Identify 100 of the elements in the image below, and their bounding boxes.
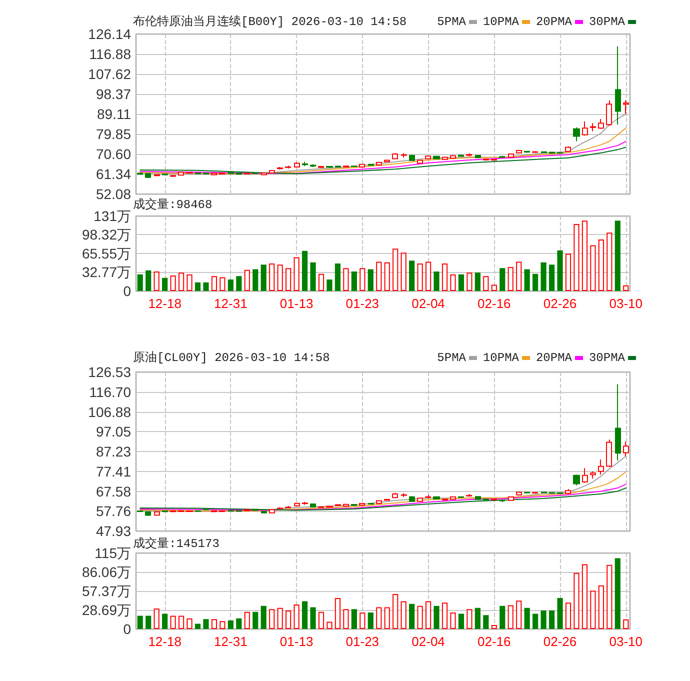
candlestick — [335, 504, 341, 506]
candlestick — [475, 496, 481, 500]
bar — [269, 609, 275, 629]
bar — [548, 264, 555, 291]
bar — [228, 620, 234, 629]
candlestick — [573, 474, 580, 486]
bar — [425, 262, 432, 291]
candlestick — [458, 496, 464, 498]
y-tick-label: 126.53 — [88, 364, 132, 380]
bar — [146, 616, 152, 629]
legend-label: 30PMA — [588, 351, 626, 365]
legend-label: 10PMA — [482, 351, 520, 365]
candlestick — [170, 174, 176, 178]
bar — [269, 264, 275, 291]
candlestick — [433, 496, 440, 500]
bar — [351, 609, 357, 629]
bar — [178, 616, 184, 629]
candlestick — [606, 439, 612, 468]
candlestick — [310, 164, 316, 168]
candlestick — [516, 491, 522, 496]
bar — [368, 612, 374, 629]
bar — [532, 614, 538, 629]
bar — [162, 614, 168, 629]
bar — [474, 272, 480, 291]
bar — [228, 280, 234, 291]
bar — [614, 558, 620, 629]
bar — [450, 274, 456, 291]
bar — [252, 612, 258, 629]
bar — [524, 608, 530, 629]
bar — [334, 598, 341, 629]
candlestick — [582, 468, 588, 484]
candlestick — [285, 505, 291, 509]
y-tick-label: 86.06万 — [82, 564, 131, 580]
bar — [186, 618, 192, 629]
candlestick — [483, 498, 489, 501]
candlestick — [228, 172, 234, 174]
candlestick — [137, 172, 143, 175]
candlestick — [343, 503, 349, 508]
bar — [310, 607, 316, 629]
bar — [491, 625, 497, 629]
candlestick — [499, 499, 505, 503]
x-tick-label: 02-26 — [543, 634, 577, 649]
bar — [524, 269, 530, 291]
candlestick — [351, 164, 357, 168]
candlestick — [145, 172, 151, 179]
candlestick — [318, 166, 324, 168]
candlestick — [277, 166, 283, 170]
candlestick — [425, 494, 431, 499]
candlestick — [178, 510, 184, 512]
y-tick-label: 0 — [123, 621, 132, 637]
y-tick-label: 52.08 — [96, 186, 132, 202]
bar — [302, 250, 308, 291]
candlestick — [368, 502, 374, 505]
bar — [500, 268, 506, 291]
bar — [211, 276, 218, 291]
candlestick — [203, 172, 209, 175]
bar — [516, 262, 522, 291]
bar — [582, 220, 588, 291]
bar — [360, 268, 366, 291]
bar — [260, 606, 266, 629]
bar — [343, 609, 349, 629]
x-tick-label: 03-10 — [609, 634, 643, 649]
candlestick — [326, 505, 333, 508]
bar — [294, 257, 300, 291]
bar — [343, 268, 349, 291]
bar — [483, 276, 489, 291]
candlestick — [532, 492, 538, 494]
chart-title: 成交量:145173 — [133, 536, 220, 551]
x-tick-label: 12-18 — [148, 634, 182, 649]
bar — [170, 616, 176, 629]
y-tick-label: 61.34 — [96, 166, 132, 182]
candlestick — [277, 506, 283, 510]
y-tick-label: 98.32万 — [82, 226, 131, 243]
bar — [376, 607, 382, 629]
bar — [508, 266, 514, 291]
y-tick-label: 57.37万 — [82, 583, 131, 600]
bar — [302, 601, 308, 629]
bar — [508, 605, 514, 629]
candlestick — [598, 458, 604, 476]
candlestick — [236, 172, 242, 176]
bar — [458, 274, 464, 291]
y-tick-label: 131万 — [94, 208, 131, 224]
candlestick — [154, 510, 160, 516]
bar — [384, 262, 390, 291]
candlestick — [269, 508, 275, 514]
bar — [286, 268, 292, 291]
candlestick — [508, 496, 514, 502]
bar — [417, 264, 423, 291]
x-tick-label: 03-10 — [609, 296, 643, 311]
x-tick-label: 01-23 — [346, 634, 380, 649]
bar — [400, 252, 406, 291]
bar — [483, 615, 489, 629]
bar — [294, 604, 300, 629]
candlestick — [590, 470, 596, 480]
bar — [194, 282, 201, 291]
bar — [540, 262, 546, 291]
bar — [516, 600, 522, 629]
candlestick — [417, 497, 423, 502]
bar — [277, 608, 283, 629]
y-tick-label: 32.77万 — [82, 264, 131, 280]
